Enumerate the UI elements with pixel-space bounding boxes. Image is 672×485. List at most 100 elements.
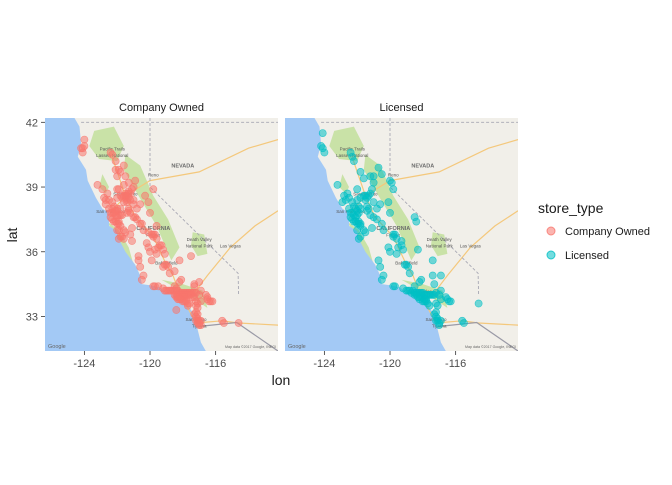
data-point-licensed	[430, 280, 439, 288]
data-point-company-owned	[196, 286, 205, 295]
basemap-place-label: Reno	[388, 172, 399, 177]
data-point-licensed	[374, 163, 383, 172]
data-point-company-owned	[183, 301, 192, 310]
data-point-licensed	[359, 174, 368, 183]
x-tick-label: -120	[139, 358, 161, 370]
basemap-country-border	[437, 321, 518, 351]
data-point-licensed	[386, 247, 394, 256]
data-point-licensed	[474, 299, 483, 308]
data-point-company-owned	[119, 198, 128, 206]
data-point-licensed	[405, 269, 414, 278]
data-point-licensed	[366, 189, 375, 198]
data-point-company-owned	[126, 208, 135, 217]
data-point-licensed	[386, 208, 394, 217]
data-point-company-owned	[146, 208, 154, 217]
data-point-licensed	[356, 232, 365, 241]
facet-title-company-owned: Company Owned	[119, 102, 204, 114]
data-point-licensed	[415, 295, 424, 304]
data-point-company-owned	[119, 180, 128, 189]
data-point-licensed	[459, 319, 468, 327]
data-point-company-owned	[113, 193, 122, 202]
data-point-licensed	[377, 170, 386, 178]
data-point-licensed	[446, 297, 455, 306]
data-point-company-owned	[98, 185, 107, 194]
data-point-company-owned	[121, 172, 130, 181]
basemap-state-border	[149, 118, 240, 295]
basemap-place-label: Las Vegas	[460, 243, 482, 248]
data-point-licensed	[343, 189, 352, 198]
data-point-company-owned	[141, 191, 149, 200]
basemap-place-label: NEVADA	[411, 164, 434, 170]
data-point-company-owned	[136, 262, 145, 271]
data-point-company-owned	[93, 180, 102, 189]
data-point-company-owned	[147, 256, 156, 265]
data-point-licensed	[415, 278, 424, 286]
basemap-park-area	[363, 154, 420, 261]
basemap-place-label: Death Valley	[187, 237, 213, 242]
data-point-company-owned	[159, 262, 167, 271]
data-point-company-owned	[111, 165, 120, 174]
basemap-place-label: National Park	[186, 243, 214, 248]
data-point-company-owned	[149, 185, 158, 194]
data-point-licensed	[397, 237, 406, 245]
data-point-company-owned	[175, 256, 184, 265]
data-point-company-owned	[80, 135, 89, 144]
data-point-licensed	[338, 198, 347, 206]
basemap-place-label: Pacific Trails	[340, 146, 366, 151]
data-point-licensed	[436, 286, 445, 295]
y-tick-label: 36	[26, 247, 38, 259]
basemap-highway	[435, 320, 518, 326]
data-point-company-owned	[108, 150, 117, 159]
data-point-company-owned	[119, 234, 128, 243]
data-point-licensed	[372, 215, 381, 224]
data-point-licensed	[433, 301, 442, 310]
data-point-licensed	[377, 219, 386, 228]
data-point-company-owned	[172, 306, 181, 314]
basemap-place-label: Las Vegas	[220, 243, 242, 248]
data-point-company-owned	[128, 224, 136, 232]
basemap-place-label: National Park	[426, 243, 454, 248]
y-tick-label: 33	[26, 311, 38, 323]
data-point-company-owned	[129, 196, 138, 204]
data-point-company-owned	[114, 185, 123, 194]
data-point-licensed	[374, 256, 383, 265]
data-point-company-owned	[103, 189, 112, 198]
data-point-company-owned	[131, 213, 140, 222]
data-point-licensed	[428, 256, 437, 265]
data-point-licensed	[349, 157, 358, 165]
y-tick-label: 42	[26, 117, 38, 129]
data-point-licensed	[413, 245, 422, 254]
x-tick-label: -116	[205, 358, 226, 370]
data-point-company-owned	[111, 157, 120, 165]
x-axis-label: lon	[272, 372, 291, 388]
data-point-licensed	[436, 271, 445, 280]
basemap-place-label: Death Valley	[427, 237, 453, 242]
data-point-licensed	[404, 262, 412, 271]
data-point-licensed	[390, 282, 399, 291]
data-point-company-owned	[152, 234, 161, 243]
data-point-company-owned	[137, 219, 146, 228]
data-point-company-owned	[190, 282, 199, 291]
data-point-licensed	[354, 202, 363, 211]
data-point-company-owned	[126, 230, 135, 239]
x-tick-label: -120	[379, 358, 401, 370]
basemap-park-area	[431, 232, 448, 257]
legend-key-licensed	[546, 250, 556, 260]
data-point-company-owned	[114, 226, 123, 235]
data-point-licensed	[410, 213, 419, 222]
data-point-company-owned	[160, 249, 169, 258]
basemap-park-area	[329, 126, 364, 162]
y-axis: 33 36 39 42	[26, 117, 45, 323]
data-point-licensed	[372, 204, 381, 213]
data-point-licensed	[363, 202, 371, 211]
data-point-licensed	[369, 198, 378, 206]
data-point-company-owned	[113, 172, 122, 181]
legend-label-licensed: Licensed	[565, 250, 609, 262]
data-point-company-owned	[195, 278, 204, 286]
x-tick-label: -124	[313, 358, 335, 370]
facet-panel-company-owned: NEVADARenoSacramentoSan FranciscoFresnoC…	[45, 118, 278, 351]
data-point-company-owned	[152, 221, 161, 230]
data-point-company-owned	[195, 321, 204, 329]
